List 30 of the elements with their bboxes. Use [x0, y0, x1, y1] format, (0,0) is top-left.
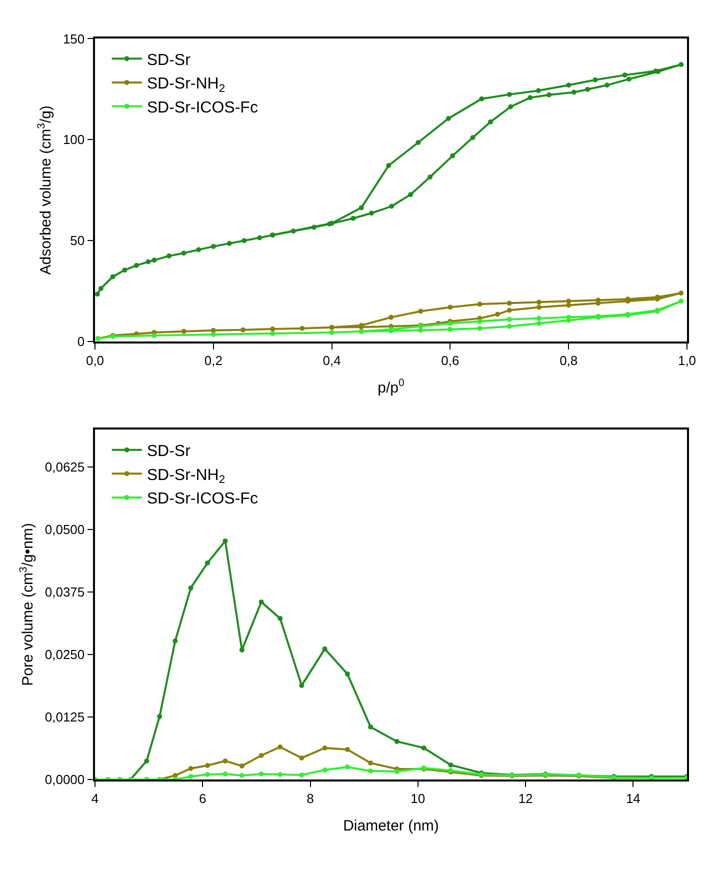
y-tick-label: 150 — [62, 31, 85, 46]
x-tick-label: 1,0 — [678, 352, 696, 368]
legend-label: SD-Sr — [146, 52, 192, 69]
x-axis-title: Diameter (nm) — [343, 817, 439, 834]
x-tick-label: 0,0 — [86, 352, 104, 368]
x-tick-label: 4 — [91, 790, 99, 806]
legend-label: SD-Sr-ICOS-Fc — [146, 99, 258, 116]
y-tick-label: 100 — [62, 132, 85, 148]
y-tick-label: 0,0500 — [44, 522, 85, 537]
x-tick-label: 14 — [626, 790, 640, 806]
y-tick-label: 0,0375 — [44, 584, 85, 600]
legend-label: SD-Sr-NH$_{2}$ — [146, 466, 226, 486]
x-tick-label: 8 — [306, 790, 314, 806]
legend-label: SD-Sr-ICOS-Fc — [146, 490, 258, 508]
x-axis-title: p/p$^{0}$ — [378, 377, 405, 396]
x-tick-label: 6 — [199, 790, 206, 806]
legend-label: SD-Sr-NH$_{2}$ — [146, 76, 226, 96]
x-tick-label: 0,6 — [441, 352, 460, 368]
legend-label: SD-Sr — [146, 443, 192, 460]
x-tick-label: 0,4 — [322, 352, 341, 368]
x-tick-label: 0,8 — [560, 352, 578, 368]
y-tick-label: 0 — [77, 334, 85, 350]
x-tick-label: 10 — [410, 790, 426, 806]
y-tick-label: 0,0250 — [44, 647, 85, 662]
y-tick-label: 50 — [70, 233, 85, 248]
y-tick-label: 0,0000 — [44, 772, 85, 788]
x-tick-label: 0,2 — [204, 352, 222, 368]
y-tick-label: 0,0125 — [44, 710, 85, 725]
y-tick-label: 0,0625 — [44, 459, 85, 474]
x-tick-label: 12 — [518, 790, 533, 806]
